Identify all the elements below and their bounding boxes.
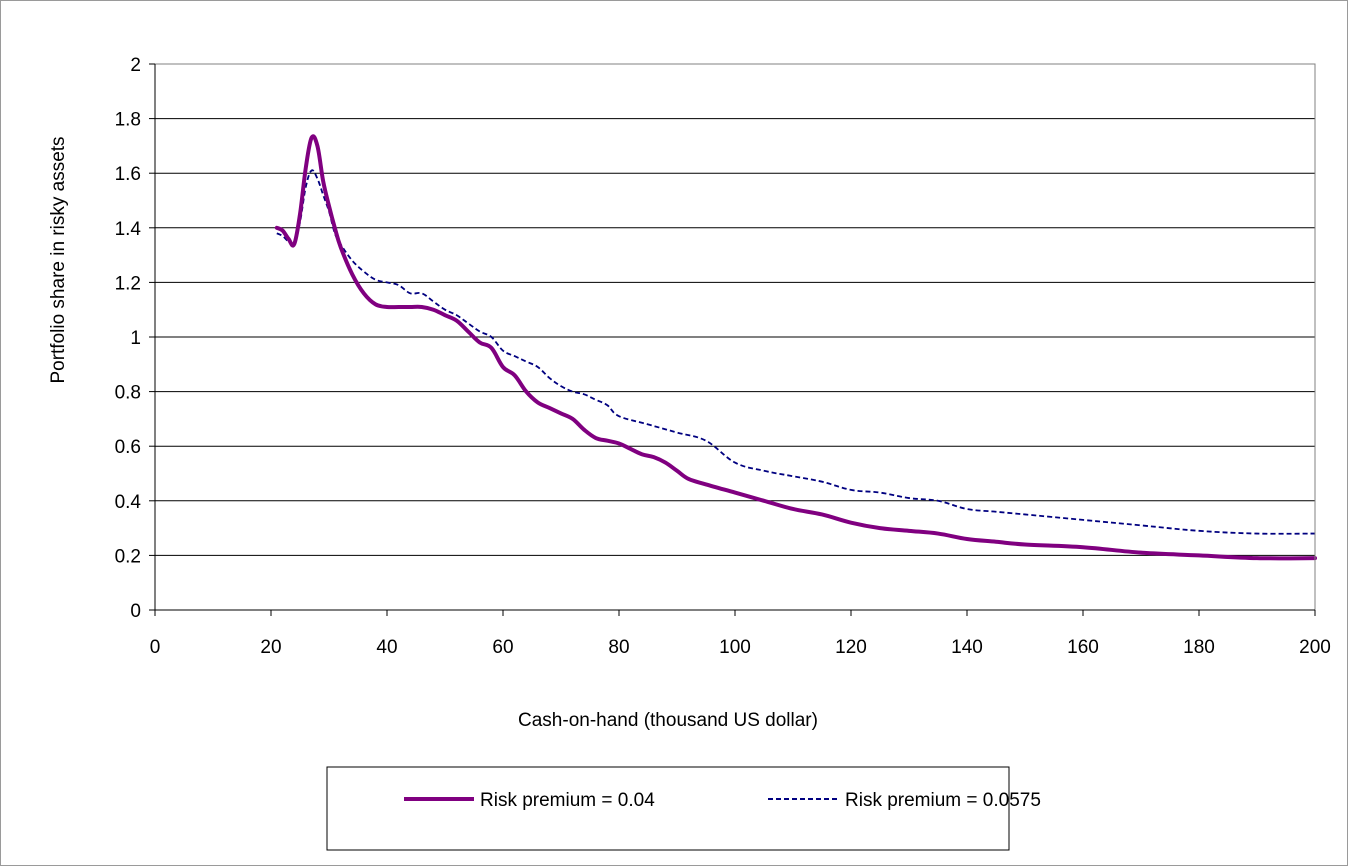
series-line-risk-premium-0.0575 — [276, 169, 1316, 535]
legend-label-risk-premium-0.0575: Risk premium = 0.0575 — [845, 790, 1041, 811]
x-tick-label: 40 — [376, 637, 397, 658]
gridlines — [155, 63, 1315, 556]
y-tick-label: 0.6 — [115, 437, 141, 458]
x-tick-label: 0 — [150, 637, 161, 658]
x-tick-label: 180 — [1183, 637, 1215, 658]
x-tick-label: 200 — [1299, 637, 1331, 658]
y-tick-labels: 0 0.2 0.4 0.6 0.8 1 1.2 1.4 1.6 1.8 2 — [115, 55, 142, 622]
axes — [149, 63, 1316, 616]
y-axis-title: Portfolio share in risky assets — [48, 136, 69, 383]
y-tick-label: 1.6 — [115, 164, 141, 185]
x-tick-labels: 0 20 40 60 80 100 120 140 160 180 200 — [150, 637, 1331, 658]
x-tick-label: 160 — [1067, 637, 1099, 658]
x-tick-label: 80 — [608, 637, 629, 658]
x-tick-label: 20 — [260, 637, 281, 658]
y-tick-label: 0.4 — [115, 492, 142, 513]
legend-box — [326, 766, 1010, 851]
y-tick-label: 0.8 — [115, 383, 141, 404]
legend-label-risk-premium-0.04: Risk premium = 0.04 — [480, 790, 655, 811]
series-line-risk-premium-0.04 — [274, 134, 1317, 561]
x-tick-label: 100 — [719, 637, 751, 658]
legend: Risk premium = 0.04 Risk premium = 0.057… — [326, 766, 1041, 851]
y-tick-label: 0 — [130, 601, 141, 622]
y-tick-label: 1 — [130, 328, 141, 349]
y-tick-label: 1.2 — [115, 273, 141, 294]
y-tick-label: 1.4 — [115, 219, 142, 240]
x-axis-title: Cash-on-hand (thousand US dollar) — [518, 710, 818, 731]
series-lines — [274, 134, 1317, 561]
x-tick-label: 60 — [492, 637, 513, 658]
x-tick-label: 140 — [951, 637, 983, 658]
y-tick-label: 1.8 — [115, 110, 141, 131]
y-tick-label: 2 — [130, 55, 141, 76]
y-tick-label: 0.2 — [115, 546, 141, 567]
x-tick-label: 120 — [835, 637, 867, 658]
